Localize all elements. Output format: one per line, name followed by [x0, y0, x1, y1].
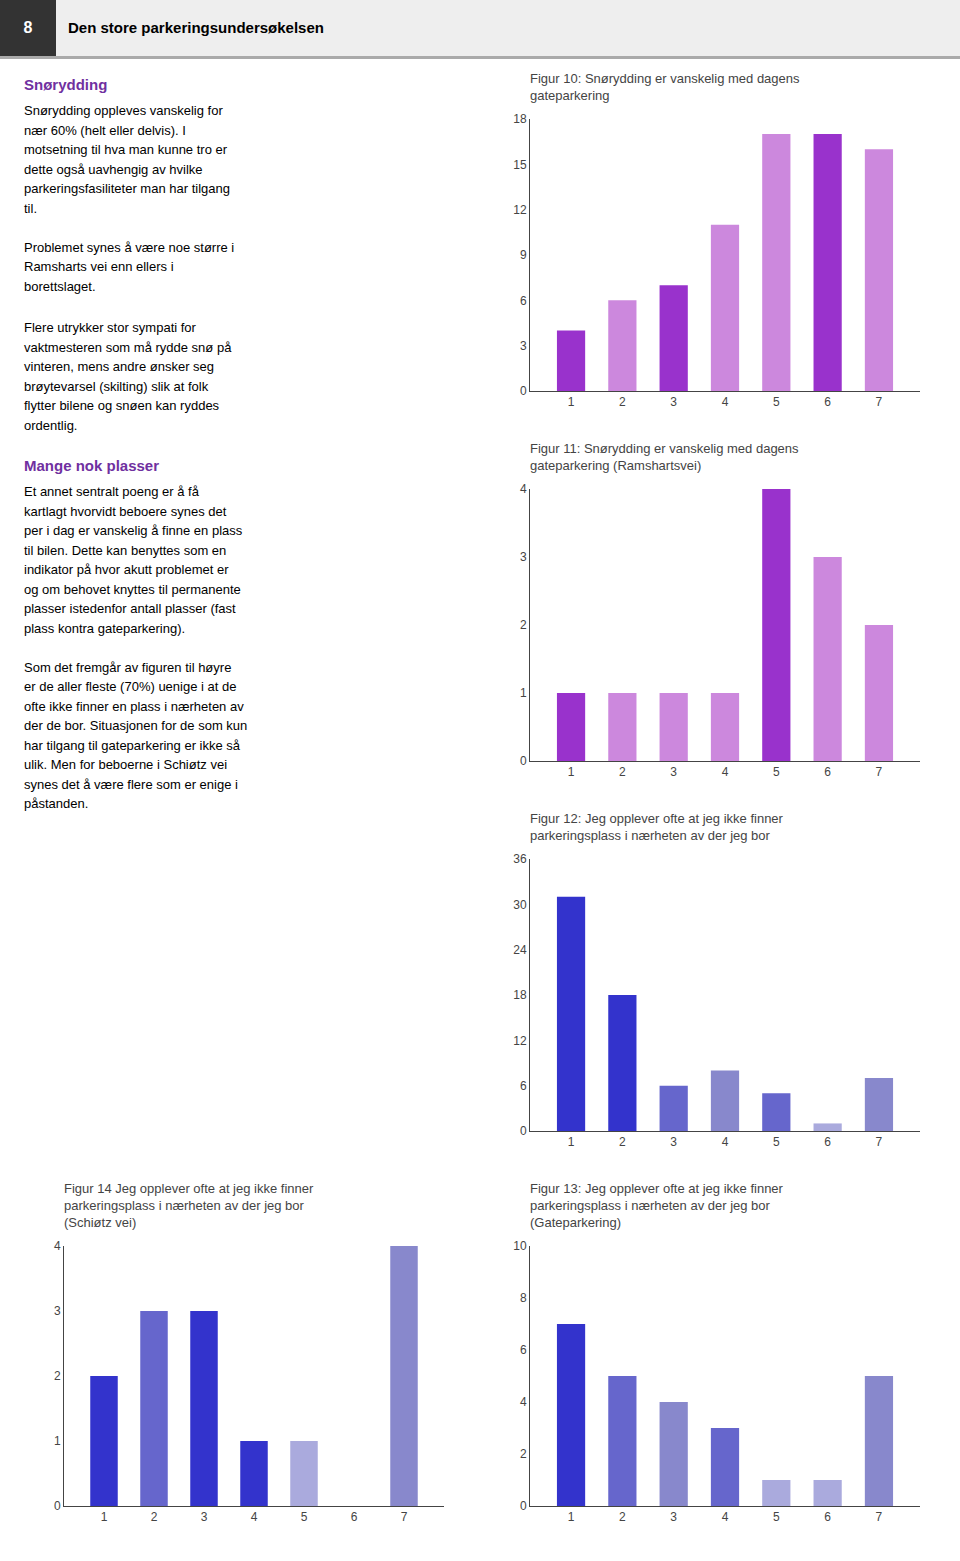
svg-text:1: 1	[520, 686, 527, 700]
svg-text:2: 2	[520, 618, 527, 632]
svg-text:7: 7	[876, 1510, 883, 1524]
svg-text:2: 2	[619, 1135, 626, 1149]
svg-text:1: 1	[54, 1434, 61, 1448]
svg-text:6: 6	[824, 1510, 831, 1524]
svg-text:0: 0	[520, 754, 527, 768]
svg-text:12: 12	[513, 203, 527, 217]
svg-text:3: 3	[670, 395, 677, 409]
svg-text:5: 5	[773, 1510, 780, 1524]
svg-text:Figur 12: Jeg opplever ofte at: Figur 12: Jeg opplever ofte at jeg ikke …	[530, 811, 784, 843]
svg-text:1: 1	[101, 1510, 108, 1524]
svg-text:6: 6	[520, 1079, 527, 1093]
html-text:Den store parkeringsundersøkel: Den store parkeringsundersøkelsen	[68, 19, 324, 36]
svg-text:3: 3	[201, 1510, 208, 1524]
svg-text:2: 2	[520, 1447, 527, 1461]
svg-text:7: 7	[876, 395, 883, 409]
svg-text:4: 4	[722, 765, 729, 779]
svg-text:15: 15	[513, 158, 527, 172]
html-text:Mange nok plasser: Mange nok plasser	[24, 457, 159, 474]
svg-text:7: 7	[876, 765, 883, 779]
svg-text:4: 4	[54, 1239, 61, 1253]
svg-text:12: 12	[513, 1034, 527, 1048]
svg-text:7: 7	[401, 1510, 408, 1524]
svg-text:1: 1	[568, 395, 575, 409]
svg-text:30: 30	[513, 898, 527, 912]
svg-text:24: 24	[513, 943, 527, 957]
svg-text:1: 1	[568, 765, 575, 779]
svg-text:0: 0	[520, 1124, 527, 1138]
svg-text:Figur 13: Jeg opplever ofte at: Figur 13: Jeg opplever ofte at jeg ikke …	[530, 1181, 784, 1230]
svg-text:3: 3	[670, 1510, 677, 1524]
svg-text:2: 2	[619, 1510, 626, 1524]
svg-text:3: 3	[54, 1304, 61, 1318]
svg-text:Figur 11: Snørydding er vanske: Figur 11: Snørydding er vanskelig med da…	[530, 441, 799, 473]
svg-text:2: 2	[151, 1510, 158, 1524]
svg-text:0: 0	[54, 1499, 61, 1513]
svg-text:6: 6	[351, 1510, 358, 1524]
svg-text:10: 10	[513, 1239, 527, 1253]
html-text:Et annet sentralt poeng er å f: Et annet sentralt poeng er å få kartlagt…	[24, 484, 248, 811]
svg-text:0: 0	[520, 384, 527, 398]
svg-text:1: 1	[568, 1135, 575, 1149]
svg-text:36: 36	[513, 852, 527, 866]
svg-text:4: 4	[722, 395, 729, 409]
svg-text:6: 6	[824, 395, 831, 409]
svg-text:9: 9	[520, 248, 527, 262]
svg-text:6: 6	[520, 294, 527, 308]
svg-text:3: 3	[670, 1135, 677, 1149]
svg-text:18: 18	[513, 112, 527, 126]
svg-text:7: 7	[876, 1135, 883, 1149]
html-text:Snørydding oppleves vanskelig: Snørydding oppleves vanskelig for nær 60…	[24, 103, 235, 294]
svg-text:2: 2	[54, 1369, 61, 1383]
svg-text:5: 5	[773, 1135, 780, 1149]
svg-text:4: 4	[722, 1135, 729, 1149]
svg-text:4: 4	[251, 1510, 258, 1524]
html-text:Snørydding: Snørydding	[24, 76, 108, 93]
svg-text:3: 3	[520, 550, 527, 564]
svg-text:6: 6	[520, 1343, 527, 1357]
html-text:8: 8	[23, 19, 33, 36]
svg-text:4: 4	[520, 482, 527, 496]
svg-text:1: 1	[568, 1510, 575, 1524]
svg-text:5: 5	[773, 395, 780, 409]
svg-text:4: 4	[722, 1510, 729, 1524]
svg-text:5: 5	[773, 765, 780, 779]
html-text:Flere utrykker stor sympati fo: Flere utrykker stor sympati for vaktmest…	[24, 320, 232, 433]
svg-text:2: 2	[619, 395, 626, 409]
svg-text:0: 0	[520, 1499, 527, 1513]
svg-text:6: 6	[824, 1135, 831, 1149]
svg-text:Figur 10: Snørydding er vanske: Figur 10: Snørydding er vanskelig med da…	[530, 71, 800, 103]
svg-text:8: 8	[520, 1291, 527, 1305]
svg-text:18: 18	[513, 988, 527, 1002]
svg-text:5: 5	[301, 1510, 308, 1524]
svg-text:2: 2	[619, 765, 626, 779]
svg-text:4: 4	[520, 1395, 527, 1409]
svg-text:3: 3	[670, 765, 677, 779]
svg-text:3: 3	[520, 339, 527, 353]
svg-text:Figur 14 Jeg opplever ofte at: Figur 14 Jeg opplever ofte at jeg ikke f…	[64, 1181, 314, 1230]
svg-text:6: 6	[824, 765, 831, 779]
